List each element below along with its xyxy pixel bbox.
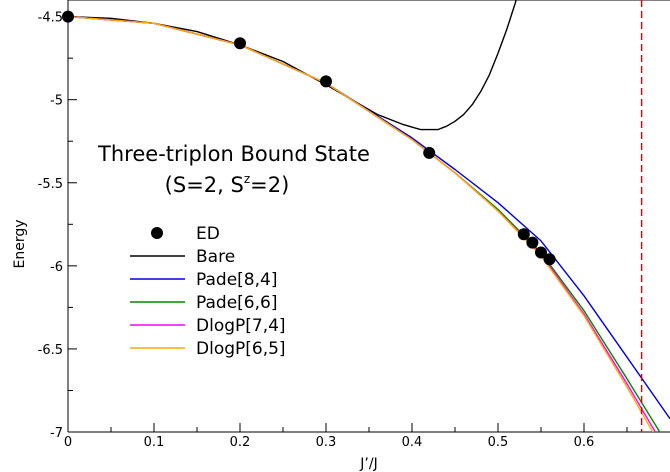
y-tick-label: -5 [50,94,63,109]
legend-label-pade-8-4: Pade[8,4] [196,270,277,290]
x-tick-label: 0 [64,435,72,450]
y-tick-label: -4.5 [38,11,63,26]
x-tick-label: 0.3 [316,435,337,450]
ed-point [62,10,74,23]
series-layer [68,0,670,432]
ed-point [320,75,332,88]
series-line-bare [68,0,517,131]
legend-label-pade-6-6: Pade[6,6] [196,293,277,313]
legend-label-bare: Bare [196,247,235,267]
x-tick-label: 0.1 [144,435,165,450]
y-tick-label: -6.5 [38,343,63,358]
annotation-prefix: (S=2, S [165,173,244,197]
ed-point [543,253,556,266]
ed-point [234,37,246,50]
series-line-dlogp-6-5 [68,15,654,432]
x-tick-label: 0.2 [230,435,251,450]
annotation-superscript: z [244,172,250,186]
axes: 0 0.1 0.2 0.3 0.4 0.5 0.6 -7 -6.5 -6 -5.5 -5 -4.5 [38,0,670,450]
x-axis-label: J’/J [359,456,377,472]
points-layer [62,10,556,266]
y-tick-label: -5.5 [38,177,63,192]
legend-label-dlogp-6-5: DlogP[6,5] [196,339,286,359]
ed-point [526,236,539,249]
ed-point [423,146,436,159]
x-tick-label: 0.5 [488,435,509,450]
annotation-line-1: Three-triplon Bound State [97,142,370,166]
legend: ED Bare Pade[8,4] Pade[6,6] DlogP[7,4] DlogP[… [130,224,286,359]
y-axis-label: Energy [12,219,28,268]
legend-label-dlogp-7-4: DlogP[7,4] [196,316,286,336]
annotation-suffix: =2) [250,173,289,197]
y-tick-label: -6 [50,260,63,275]
legend-label-ed: ED [196,224,220,244]
legend-marker-ed [151,227,163,239]
ed-point [535,246,547,259]
ed-point [517,228,530,241]
x-tick-label: 0.6 [574,435,595,450]
annotation-line-2: (S=2, Sz=2) [165,172,290,197]
x-tick-label: 0.4 [402,435,423,450]
y-tick-label: -7 [50,426,63,441]
